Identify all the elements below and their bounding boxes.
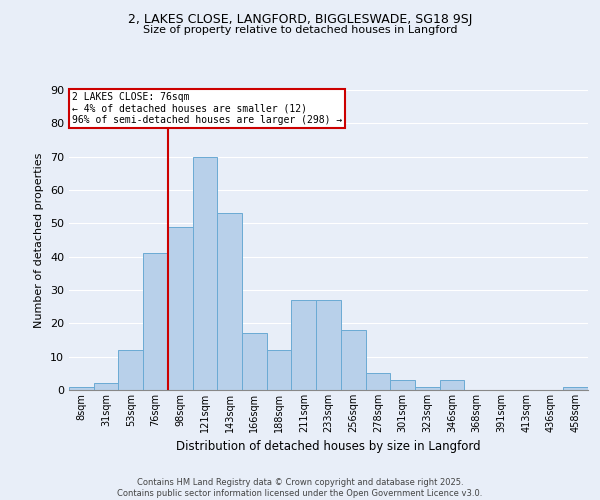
Bar [217, 214, 242, 390]
Bar [316, 300, 341, 390]
Bar [118, 350, 143, 390]
Text: Contains HM Land Registry data © Crown copyright and database right 2025.
Contai: Contains HM Land Registry data © Crown c… [118, 478, 482, 498]
Bar [69, 386, 94, 390]
Bar [390, 380, 415, 390]
Bar [267, 350, 292, 390]
X-axis label: Distribution of detached houses by size in Langford: Distribution of detached houses by size … [176, 440, 481, 454]
Text: 2, LAKES CLOSE, LANGFORD, BIGGLESWADE, SG18 9SJ: 2, LAKES CLOSE, LANGFORD, BIGGLESWADE, S… [128, 12, 472, 26]
Bar [94, 384, 118, 390]
Bar [440, 380, 464, 390]
Bar [168, 226, 193, 390]
Bar [292, 300, 316, 390]
Bar [341, 330, 365, 390]
Y-axis label: Number of detached properties: Number of detached properties [34, 152, 44, 328]
Bar [143, 254, 168, 390]
Bar [415, 386, 440, 390]
Bar [193, 156, 217, 390]
Text: 2 LAKES CLOSE: 76sqm
← 4% of detached houses are smaller (12)
96% of semi-detach: 2 LAKES CLOSE: 76sqm ← 4% of detached ho… [71, 92, 342, 124]
Text: Size of property relative to detached houses in Langford: Size of property relative to detached ho… [143, 25, 457, 35]
Bar [563, 386, 588, 390]
Bar [365, 374, 390, 390]
Bar [242, 334, 267, 390]
